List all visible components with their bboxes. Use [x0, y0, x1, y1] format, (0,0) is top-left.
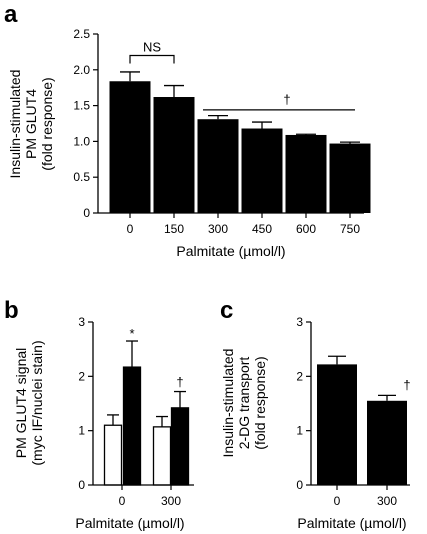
- dagger-annotation: †: [176, 375, 183, 390]
- y-axis-label-line: Insulin-stimulated: [7, 70, 23, 179]
- y-axis-label-line: Insulin-stimulated: [220, 349, 236, 458]
- y-axis-label-line: (fold response): [252, 356, 268, 449]
- panel-letter-c: c: [220, 297, 233, 324]
- x-axis-label: Palmitate (µmol/l): [176, 243, 285, 259]
- y-tick-label: 1.0: [73, 134, 90, 148]
- x-tick-label: 0: [119, 494, 126, 508]
- panel-c: 0 1 2 3 0 300 Palmitate (µmol/l) Insulin-stimul…: [220, 315, 411, 531]
- x-tick-label: 0: [334, 494, 341, 508]
- panel-letter-a: a: [4, 1, 18, 28]
- x-axis-label: Palmitate (µmol/l): [75, 515, 184, 531]
- y-tick-label: 1: [296, 424, 303, 438]
- y-axis-label-line: (myc IF/nuclei stain): [29, 340, 45, 465]
- y-tick-label: 1.5: [73, 99, 90, 113]
- bar: [285, 134, 327, 213]
- y-tick-label: 2.5: [73, 27, 90, 41]
- y-tick-label: 3: [78, 315, 85, 329]
- y-axis-label-line: 2-DG transport: [236, 357, 252, 450]
- panel-a: 0 0.5 1.0 1.5 2.0 2.5 0 150 300 450 600 750 Palmitat…: [7, 27, 371, 259]
- bar: [317, 364, 357, 485]
- y-tick-label: 0: [78, 478, 85, 492]
- y-tick-label: 0: [296, 478, 303, 492]
- ns-bracket: [129, 54, 175, 64]
- bar: [329, 143, 371, 213]
- x-axis-label: Palmitate (µmol/l): [297, 515, 406, 531]
- bar: [109, 81, 151, 213]
- bar-filled: [122, 366, 142, 486]
- ns-annotation: NS: [143, 39, 161, 54]
- y-tick-label: 2: [296, 369, 303, 383]
- panel-letter-b: b: [4, 297, 19, 324]
- y-tick-label: 0: [83, 206, 90, 220]
- y-axis-label-line: PM GLUT4: [23, 89, 39, 159]
- x-tick-label: 0: [127, 222, 134, 236]
- x-tick-label: 150: [164, 222, 184, 236]
- bar: [153, 97, 195, 213]
- y-tick-label: 1: [78, 424, 85, 438]
- bar: [241, 128, 283, 213]
- x-tick-label: 300: [208, 222, 228, 236]
- y-axis-label-line: PM GLUT4 signal: [13, 348, 29, 458]
- y-axis-label-line: (fold response): [39, 77, 55, 170]
- y-tick-label: 2.0: [73, 63, 90, 77]
- x-tick-label: 450: [252, 222, 272, 236]
- bar-open: [152, 426, 172, 486]
- panel-b: 0 1 2 3 0 300 Palmitate (µmol/l) PM GLUT4 signa…: [13, 315, 194, 531]
- bar-open: [103, 424, 123, 486]
- dagger-annotation: †: [403, 377, 410, 392]
- dagger-annotation: †: [283, 92, 290, 107]
- bar: [367, 400, 407, 485]
- x-tick-label: 300: [377, 494, 397, 508]
- y-tick-label: 2: [78, 369, 85, 383]
- x-tick-label: 600: [296, 222, 316, 236]
- y-tick-label: 3: [296, 315, 303, 329]
- x-tick-label: 750: [340, 222, 360, 236]
- bar-filled: [170, 407, 190, 486]
- bar: [197, 119, 239, 213]
- star-annotation: *: [129, 326, 134, 341]
- x-tick-label: 300: [161, 494, 181, 508]
- y-tick-label: 0.5: [73, 170, 90, 184]
